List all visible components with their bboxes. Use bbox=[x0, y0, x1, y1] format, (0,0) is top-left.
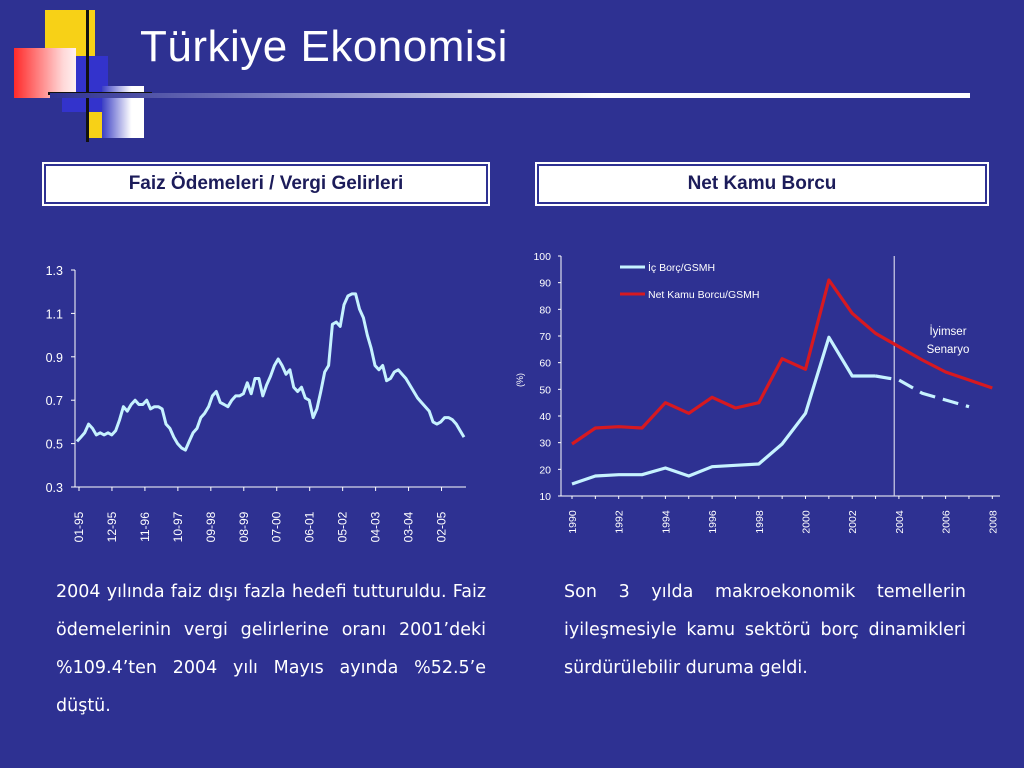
y-tick-label: 50 bbox=[539, 384, 551, 396]
annotation-line-2: Senaryo bbox=[927, 344, 970, 356]
y-tick-label: 90 bbox=[539, 278, 551, 290]
decor-yellow-strip bbox=[88, 112, 102, 138]
x-tick-label: 05-02 bbox=[336, 511, 350, 542]
net-public-debt-line bbox=[571, 278, 993, 446]
y-tick-label: 20 bbox=[539, 464, 551, 476]
annotation-line-1: İyimser bbox=[929, 325, 966, 338]
y-axis-label: (%) bbox=[515, 373, 525, 387]
x-tick-label: 2002 bbox=[847, 510, 859, 534]
right-chart-header: Net Kamu Borcu bbox=[535, 162, 989, 206]
y-tick-label: 1.1 bbox=[46, 307, 63, 321]
y-tick-label: 0.5 bbox=[46, 438, 63, 452]
x-tick-label: 04-03 bbox=[369, 511, 383, 542]
x-tick-label: 06-01 bbox=[303, 511, 317, 542]
y-tick-label: 30 bbox=[539, 438, 551, 450]
x-tick-label: 09-98 bbox=[204, 511, 218, 542]
x-tick-label: 01-95 bbox=[72, 511, 86, 542]
decor-black-vertical bbox=[86, 10, 89, 142]
legend-label: Net Kamu Borcu/GSMH bbox=[648, 289, 759, 301]
x-tick-label: 2006 bbox=[941, 510, 953, 534]
y-tick-label: 0.9 bbox=[46, 351, 63, 365]
x-tick-label: 2000 bbox=[801, 510, 813, 534]
legend-label: İç Borç/GSMH bbox=[648, 261, 715, 274]
y-tick-label: 80 bbox=[539, 304, 551, 316]
x-tick-label: 2004 bbox=[894, 510, 906, 534]
domestic-debt-projection-line bbox=[875, 374, 970, 409]
left-chart-header: Faiz Ödemeleri / Vergi Gelirleri bbox=[42, 162, 490, 206]
x-tick-label: 03-04 bbox=[402, 511, 416, 542]
x-tick-label: 1990 bbox=[567, 510, 579, 534]
y-tick-label: 70 bbox=[539, 331, 551, 343]
y-tick-label: 0.7 bbox=[46, 394, 63, 408]
y-tick-label: 0.3 bbox=[46, 481, 63, 495]
x-tick-label: 1998 bbox=[754, 510, 766, 534]
y-tick-label: 1.3 bbox=[46, 264, 63, 278]
x-tick-label: 1994 bbox=[660, 510, 672, 534]
y-tick-label: 10 bbox=[539, 491, 551, 503]
x-tick-label: 08-99 bbox=[237, 511, 251, 542]
page-title: Türkiye Ekonomisi bbox=[140, 22, 508, 71]
x-tick-label: 11-96 bbox=[138, 512, 152, 542]
x-tick-label: 2008 bbox=[987, 510, 999, 534]
decor-red-gradient-square bbox=[14, 48, 76, 98]
left-description: 2004 yılında faiz dışı fazla hedefi tutt… bbox=[56, 582, 486, 716]
domestic-debt-line bbox=[571, 335, 876, 486]
x-tick-label: 12-95 bbox=[105, 511, 119, 542]
x-tick-label: 1992 bbox=[614, 510, 626, 534]
right-description: Son 3 yılda makroekonomik temellerin iyi… bbox=[564, 582, 966, 678]
x-tick-label: 10-97 bbox=[171, 511, 185, 542]
x-tick-label: 02-05 bbox=[435, 511, 449, 542]
title-underline bbox=[50, 93, 970, 98]
ratio-series-line bbox=[75, 292, 466, 452]
x-tick-label: 1996 bbox=[707, 510, 719, 534]
y-tick-label: 40 bbox=[539, 411, 551, 423]
x-tick-label: 07-00 bbox=[270, 511, 284, 542]
y-tick-label: 100 bbox=[533, 251, 551, 263]
y-tick-label: 60 bbox=[539, 358, 551, 370]
